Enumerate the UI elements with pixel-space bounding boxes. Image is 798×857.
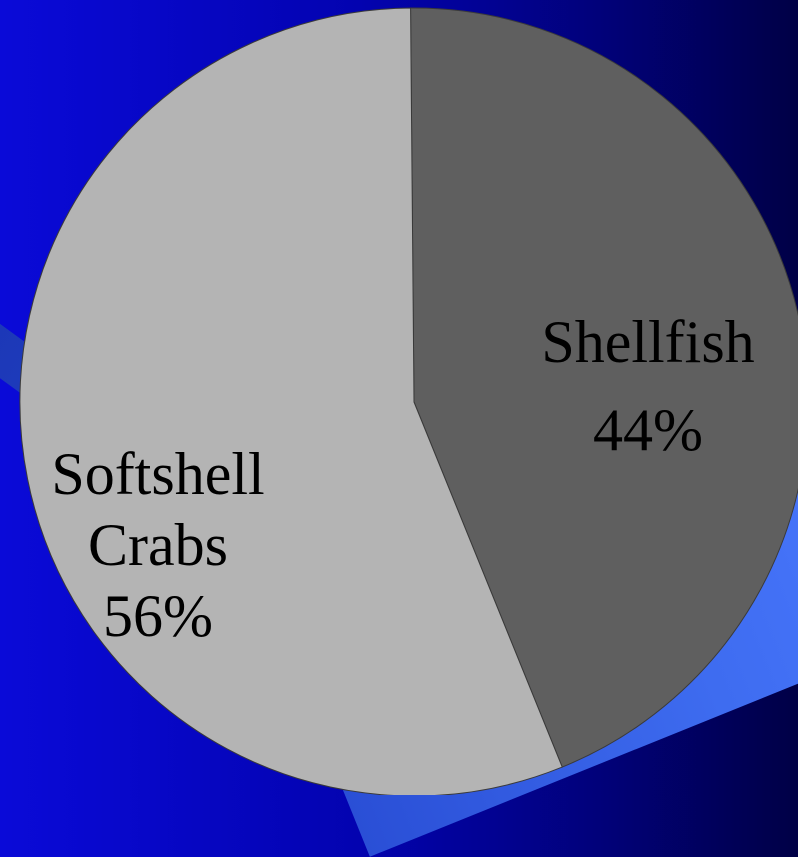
pie-slice-label-2: Softshell Crabs 56% (51, 441, 264, 649)
pie-slice-label-line: Softshell (51, 441, 264, 507)
pie-slice-label-line: Crabs (88, 512, 228, 578)
pie-labels: Shellfish 44% Softshell Crabs 56% (51, 309, 754, 649)
pie-slice-label-line: Shellfish (541, 309, 754, 375)
pie-slice-label-line: 44% (593, 397, 703, 463)
pie-slice-1 (410, 7, 798, 768)
pie-slice-label-line: 56% (103, 583, 213, 649)
title-fragment: ) (0, 168, 2, 264)
pie-chart: Shellfish 44% Softshell Crabs 56% (19, 7, 798, 795)
pie-slices (19, 7, 798, 795)
pie-slice-2 (19, 7, 563, 795)
pie-slice-label-1: Shellfish 44% (541, 309, 754, 463)
